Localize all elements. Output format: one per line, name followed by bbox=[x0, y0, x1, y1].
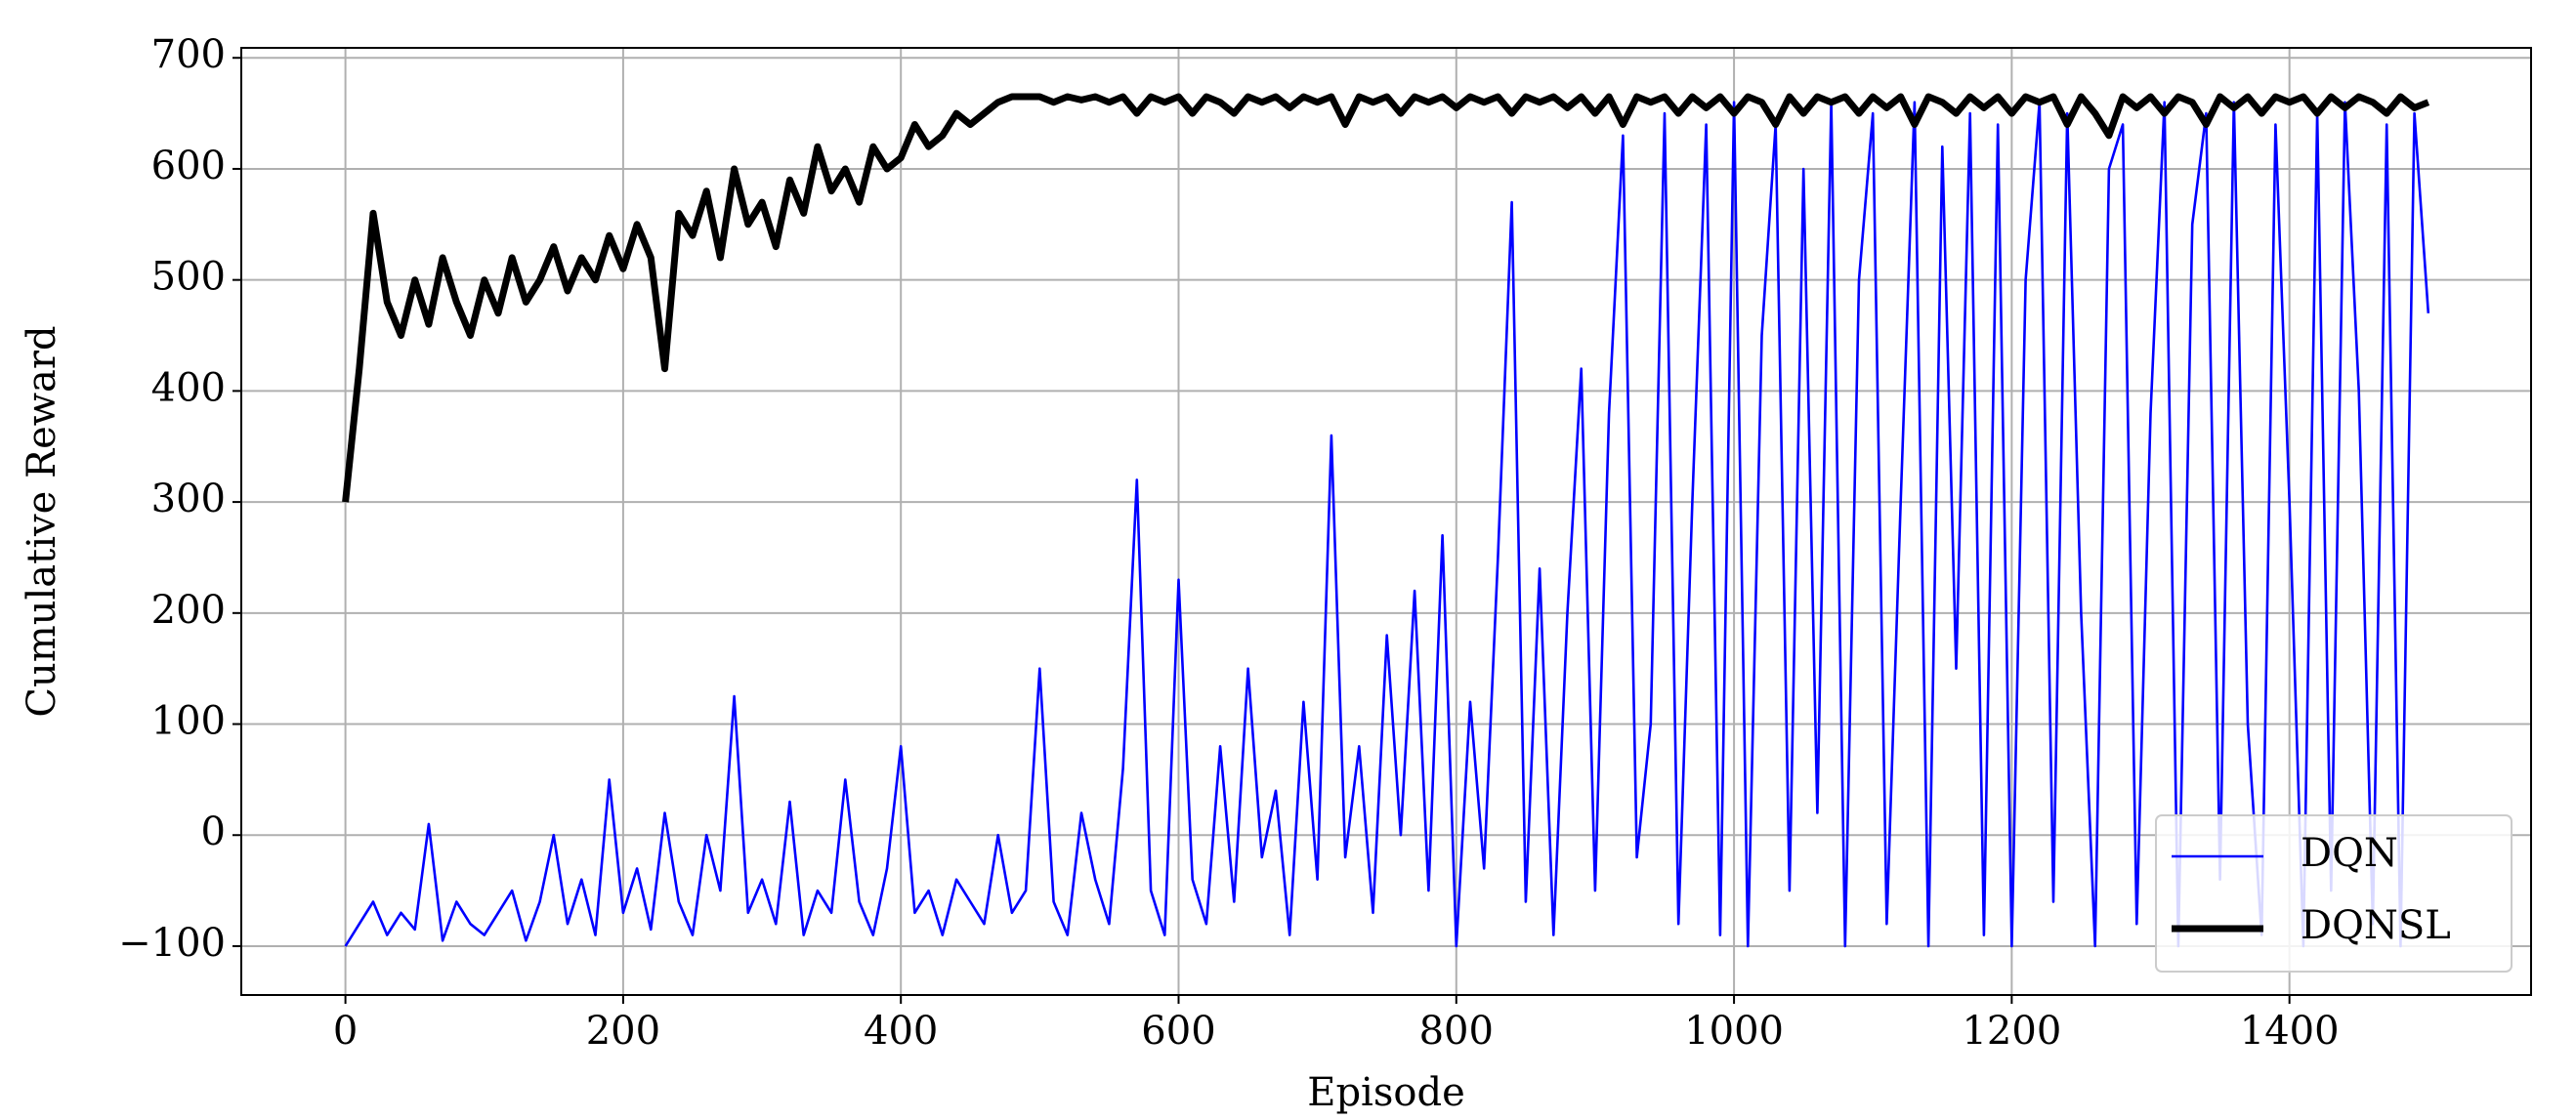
y-tick-label: 0 bbox=[201, 809, 226, 854]
series-line bbox=[342, 93, 2430, 503]
y-tick-label: 300 bbox=[151, 477, 226, 521]
plot-frame bbox=[240, 47, 2532, 996]
y-tick-label: 100 bbox=[151, 699, 226, 744]
y-tick-label: 600 bbox=[151, 144, 226, 188]
x-tick-label: 200 bbox=[586, 1009, 660, 1054]
x-tick-label: 1400 bbox=[2240, 1009, 2340, 1054]
x-tick-label: 800 bbox=[1419, 1009, 1494, 1054]
y-tick-label: 700 bbox=[151, 32, 226, 77]
legend-label: DQNSL bbox=[2301, 903, 2451, 948]
y-tick-label: 200 bbox=[151, 588, 226, 633]
x-tick-label: 400 bbox=[864, 1009, 938, 1054]
x-tick-label: 1000 bbox=[1684, 1009, 1784, 1054]
legend-label: DQN bbox=[2301, 831, 2398, 876]
x-tick-label: 600 bbox=[1141, 1009, 1215, 1054]
y-tick-label: −100 bbox=[118, 921, 226, 966]
y-axis-label: Cumulative Reward bbox=[20, 325, 64, 717]
x-tick-label: 0 bbox=[333, 1009, 358, 1054]
y-tick-label: 500 bbox=[151, 255, 226, 300]
x-axis-label: Episode bbox=[1307, 1070, 1464, 1115]
x-tick-label: 1200 bbox=[1962, 1009, 2061, 1054]
legend-box bbox=[2155, 814, 2513, 973]
series-line bbox=[344, 101, 2430, 948]
y-tick-label: 400 bbox=[151, 365, 226, 410]
